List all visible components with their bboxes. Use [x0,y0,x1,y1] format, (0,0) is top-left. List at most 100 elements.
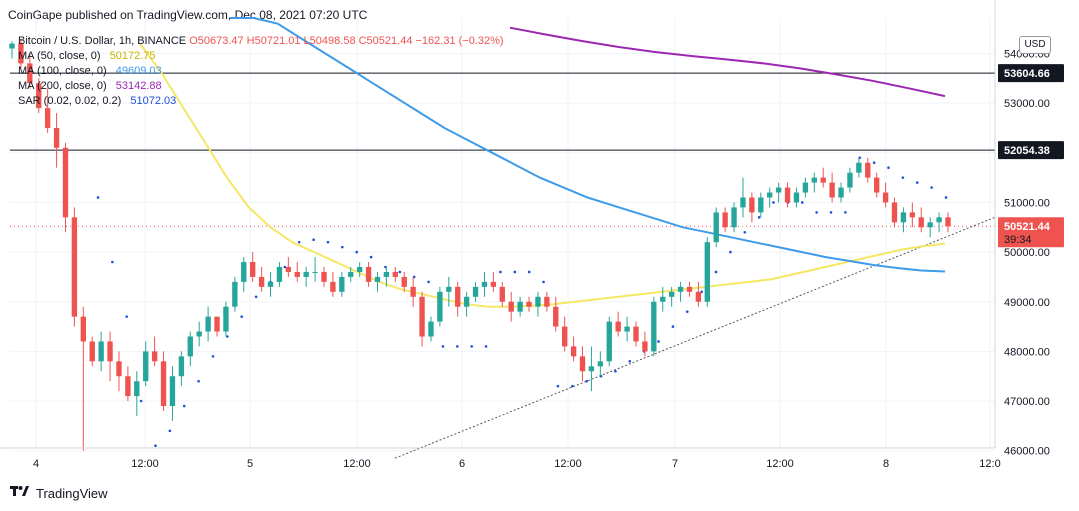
candle-body [258,276,265,287]
candle-body [945,217,951,227]
current-price-label-countdown: 39:34 [1004,234,1032,246]
candle-body [62,147,69,218]
currency-badge[interactable]: USD [1019,36,1051,54]
candle-body [651,301,657,352]
candle-body [517,301,523,312]
sar-dot [456,345,459,348]
candle-body [704,242,710,302]
candle-body [44,108,51,128]
candle-body [250,262,256,277]
candle-body [205,316,211,332]
ma100-label: MA (100, close, 0) [18,65,107,77]
x-tick-label: 12:00 [766,458,794,470]
tradingview-logo-icon [10,485,30,501]
sar-dot [182,404,186,408]
ma200-value: 53142.88 [115,80,162,92]
candle-body [330,281,336,292]
sar-dot [283,265,287,269]
sar-dot [484,345,488,348]
candle-body [303,271,309,277]
candle-body [383,271,390,277]
candles [9,38,951,451]
ma50-label: MA (50, close, 0) [18,50,101,62]
candle-body [829,182,835,198]
candle-body [891,202,898,223]
candle-body [116,361,122,377]
candle-body [499,286,505,302]
candle-body [713,212,719,243]
candle-body [356,266,363,272]
legend-ma200[interactable]: MA (200, close, 0) 53142.88 [18,79,504,94]
candle-body [900,212,907,223]
symbol-label[interactable]: Bitcoin / U.S. Dollar, 1h, BINANCE [18,35,187,47]
candle-body [419,296,425,337]
candle-body [775,187,782,193]
legend-sar[interactable]: SAR (0.02, 0.02, 0.2) 51072.03 [18,94,504,109]
ohlc-text: O50673.47 H50721.01 L50498.58 C50521.44 … [189,35,504,47]
sar-dot [240,315,244,318]
candle-body [71,217,78,317]
candle-body [437,291,443,322]
candle-body [936,217,942,223]
candle-body [677,286,684,292]
candle-body [544,296,550,307]
sar-dot [743,230,747,234]
legend-ma100[interactable]: MA (100, close, 0) 49609.03 [18,64,504,79]
candle-body [187,336,193,357]
legend-symbol-row: Bitcoin / U.S. Dollar, 1h, BINANCE O5067… [18,34,504,49]
resistance-lower-label-text: 52054.38 [1004,145,1050,157]
candle-body [160,361,167,407]
candle-body [428,321,434,337]
candle-body [749,197,755,213]
candle-body [223,306,229,332]
candle-body [597,361,604,367]
sar-dot [614,369,617,373]
resistance-upper-label-box [998,64,1064,83]
y-tick-label: 51000.00 [1004,197,1050,209]
candle-body [401,276,407,287]
candle-body [446,286,452,292]
current-price-label-box [998,217,1064,248]
candle-body [232,281,238,307]
candle-body [410,286,416,297]
candle-body [267,281,274,287]
tradingview-footer[interactable]: TradingView [10,485,108,501]
ohlc-values: O50673.47 H50721.01 L50498.58 C50521.44 … [189,35,503,47]
resistance-upper-label-text: 53604.66 [1004,68,1050,80]
sar-dot [211,355,215,358]
sar-dot [154,444,157,448]
candle-body [909,212,916,218]
sar-dot [96,196,100,199]
candle-body [570,346,577,357]
ma200-label: MA (200, close, 0) [18,80,107,92]
candle-body [481,281,488,287]
sar-dot [714,270,718,274]
sar-dot [872,161,876,165]
sar-dot [168,429,172,433]
candle-body [686,286,693,292]
candle-body [758,197,764,213]
candle-body [178,356,185,377]
candle-body [767,192,773,198]
sar-dot [125,315,129,318]
candle-body [143,351,149,382]
x-tick-label: 12:00 [554,458,582,470]
legend-ma50[interactable]: MA (50, close, 0) 50172.75 [18,49,504,64]
candle-body [553,306,559,327]
candle-body [588,366,595,372]
trendline [394,216,996,459]
sar-dot [815,211,818,214]
trendline-line [394,216,996,459]
sar-dot [901,176,905,179]
candle-body [918,217,924,228]
current-price-label-text: 50521.44 [1004,221,1051,233]
sar-dot [499,270,502,274]
ma100-value: 49609.03 [115,65,162,77]
candle-body [53,127,60,148]
candle-body [392,271,398,277]
candle-body [339,276,345,292]
x-tick-label: 4 [33,458,39,470]
sar-dot [944,196,948,199]
